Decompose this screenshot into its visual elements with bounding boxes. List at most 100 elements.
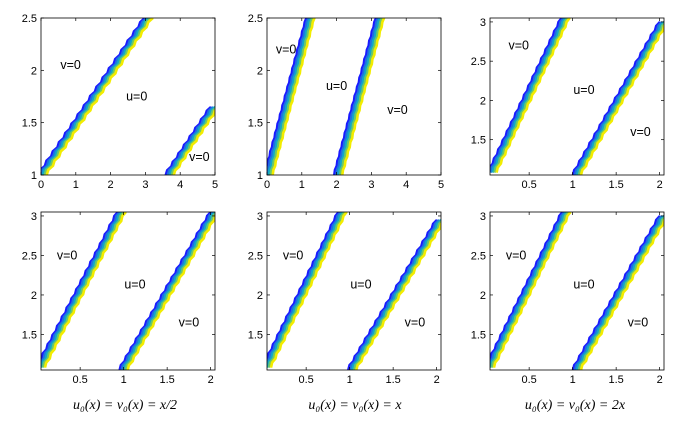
caption-right: u₀(x) = v₀(x) = 2x	[475, 398, 675, 414]
front-band	[335, 18, 380, 175]
front-band	[353, 220, 441, 370]
front-band	[41, 212, 123, 368]
front-band	[43, 212, 127, 368]
region-label: u=0	[124, 278, 145, 292]
x-tick-label: 2	[657, 179, 663, 191]
x-tick-label: 0	[38, 179, 44, 191]
front-band	[269, 212, 348, 368]
front-band	[267, 18, 310, 175]
front-band	[575, 215, 664, 370]
front-band	[577, 216, 664, 370]
y-tick-label: 1	[31, 170, 37, 182]
front-2	[571, 215, 664, 370]
front-band	[269, 18, 314, 175]
front-band	[495, 18, 571, 173]
x-tick-label: 5	[438, 179, 444, 191]
front-band	[172, 108, 215, 175]
axes-frame	[40, 17, 216, 176]
front-band	[493, 18, 569, 173]
front-band	[490, 212, 566, 365]
front-band	[492, 212, 572, 368]
x-tick-label: 1	[299, 179, 305, 191]
y-tick-label: 2	[480, 95, 486, 107]
front-2	[118, 212, 215, 370]
y-tick-label: 2.5	[248, 13, 263, 25]
y-tick-label: 1.5	[248, 118, 263, 130]
region-label: v=0	[179, 316, 200, 330]
front-band	[124, 212, 215, 370]
front-band	[267, 212, 344, 368]
x-tick-label: 1	[121, 374, 127, 386]
plot-area	[490, 18, 664, 175]
caption-text: u₀(x) = v₀(x) = x/2	[72, 398, 178, 413]
axes-frame	[266, 17, 442, 176]
x-tick-label: 2	[208, 374, 214, 386]
y-tick-label: 2	[257, 65, 263, 77]
region-label: u=0	[573, 83, 594, 97]
front-band	[347, 218, 438, 370]
y-tick-label: 2.5	[22, 13, 37, 25]
x-tick-label: 0.5	[73, 374, 88, 386]
region-label: v=0	[283, 248, 304, 262]
front-band	[490, 212, 570, 368]
region-label: u=0	[573, 278, 594, 292]
front-band	[267, 18, 312, 175]
front-band	[490, 212, 568, 368]
front-band	[120, 212, 214, 370]
y-tick-label: 3	[31, 211, 37, 223]
y-tick-label: 1	[257, 170, 263, 182]
front-band	[164, 106, 212, 175]
region-label: v=0	[387, 103, 408, 117]
region-label: v=0	[57, 248, 78, 262]
front-band	[170, 107, 215, 175]
front-band	[490, 212, 564, 362]
axes-frame	[40, 211, 216, 371]
front-band	[579, 218, 664, 370]
region-label: v=0	[506, 248, 527, 262]
front-band	[490, 18, 565, 173]
y-tick-label: 2	[480, 290, 486, 302]
y-tick-label: 1.5	[471, 329, 486, 341]
front-band	[41, 212, 125, 368]
front-band	[577, 22, 664, 175]
y-tick-label: 2	[31, 290, 37, 302]
region-label: v=0	[630, 125, 651, 139]
x-tick-label: 0.5	[522, 374, 537, 386]
y-tick-label: 2.5	[248, 250, 263, 262]
front-band	[43, 18, 152, 175]
front-band	[351, 218, 441, 370]
front-band	[579, 24, 664, 175]
front-band	[267, 212, 346, 368]
y-tick-label: 3	[257, 211, 263, 223]
x-tick-label: 0.5	[299, 374, 314, 386]
y-tick-label: 1.5	[471, 135, 486, 147]
front-1	[267, 18, 316, 175]
front-band	[349, 218, 440, 370]
subplot-2: 0 1 2 3 4 511.522.5v=0u=0v=0	[248, 13, 444, 191]
axes-frame	[489, 17, 665, 176]
x-tick-label: 1.5	[609, 374, 624, 386]
front-band	[573, 21, 663, 175]
front-band	[355, 222, 441, 370]
x-tick-label: 0.5	[522, 179, 537, 191]
y-tick-label: 1.5	[22, 329, 37, 341]
front-band	[341, 18, 386, 175]
front-band	[166, 106, 214, 175]
front-2	[347, 218, 441, 370]
subplot-6: 0.5 1 1.5 2 1.5 2 2.5 3 v=0 u=0 v=0	[471, 211, 665, 386]
axes-frame	[266, 211, 442, 371]
x-tick-label: 0	[264, 179, 270, 191]
y-tick-label: 1.5	[22, 118, 37, 130]
region-label: v=0	[60, 58, 81, 72]
front-1	[490, 18, 571, 173]
y-tick-label: 2.5	[22, 250, 37, 262]
front-band	[126, 214, 215, 370]
x-tick-label: 1	[73, 179, 79, 191]
x-tick-label: 1.5	[609, 179, 624, 191]
front-band	[575, 21, 664, 175]
front-band	[267, 212, 340, 362]
region-label: v=0	[276, 42, 297, 56]
x-tick-label: 2	[434, 374, 440, 386]
front-band	[41, 212, 121, 365]
